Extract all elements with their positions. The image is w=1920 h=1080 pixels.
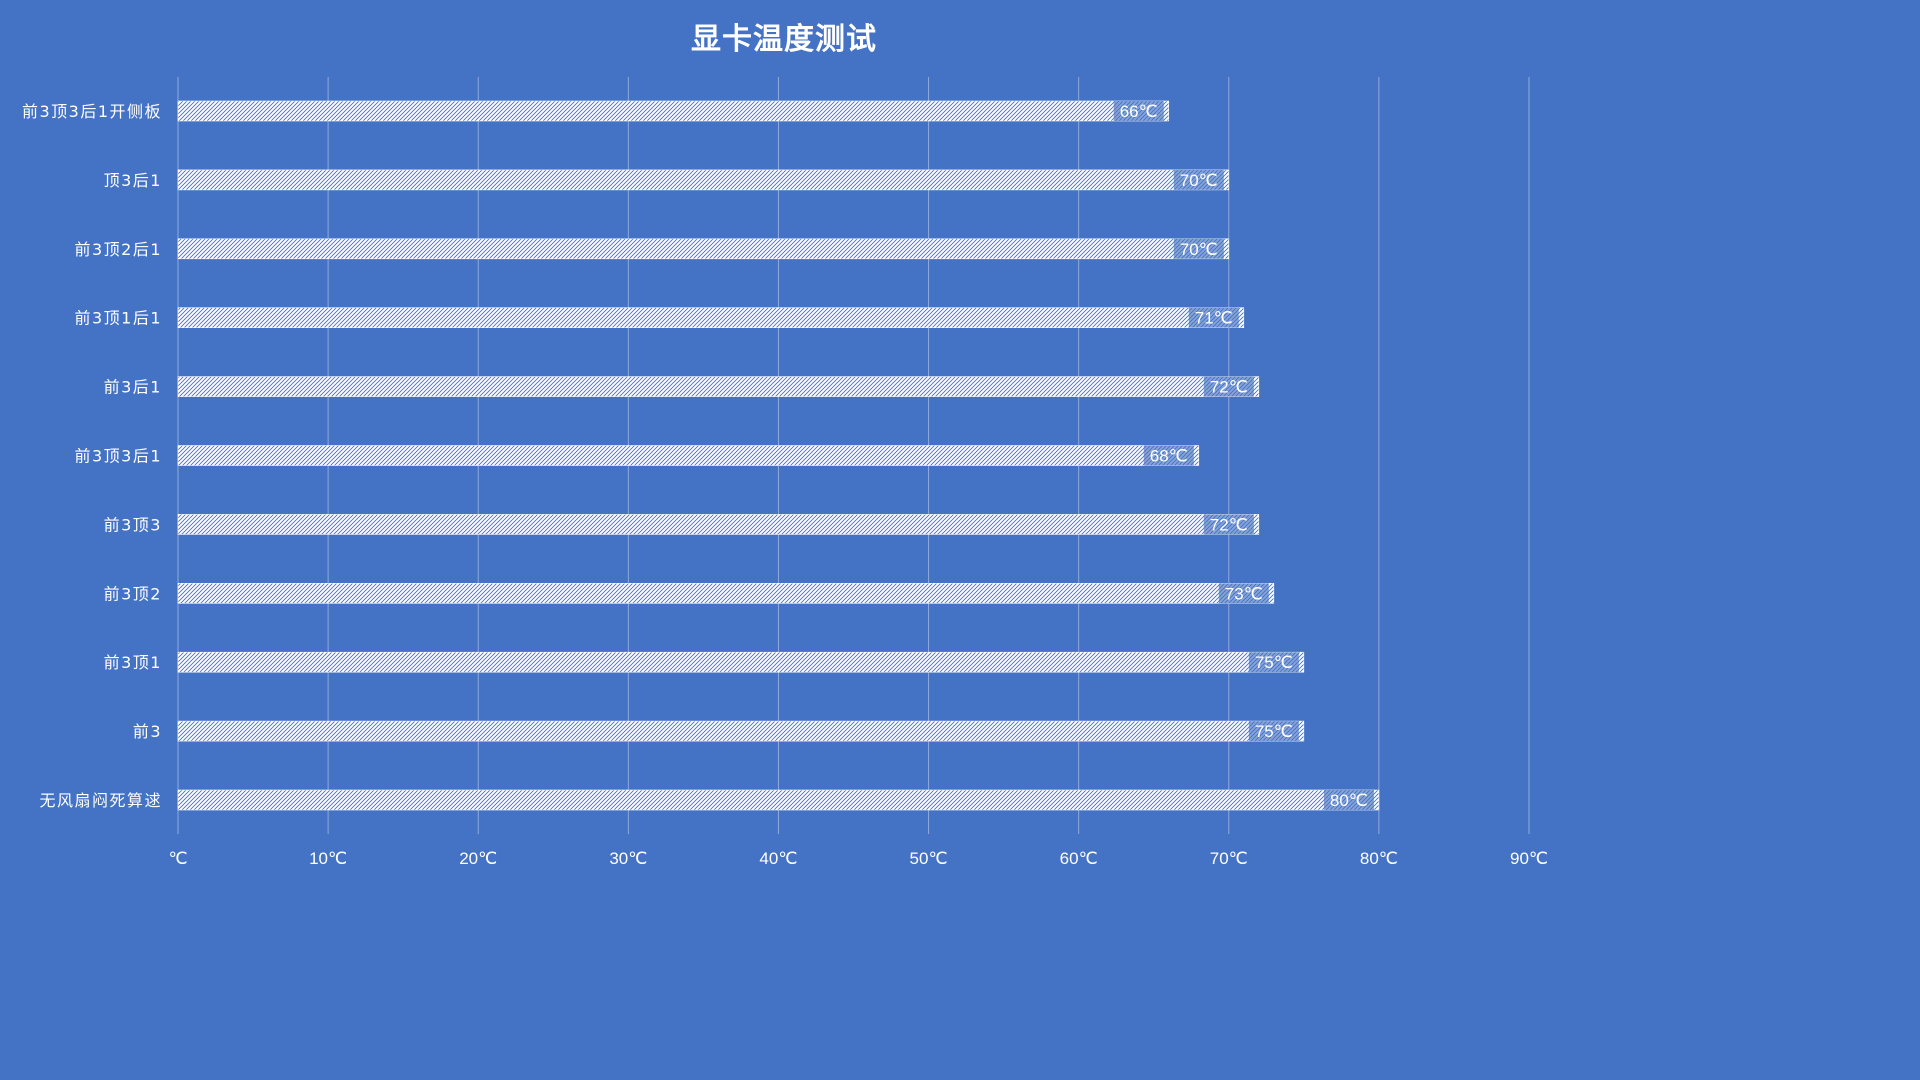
category-label: 前3顶2 — [104, 584, 162, 603]
data-label: 66℃ — [1120, 102, 1158, 121]
data-label-background — [1113, 101, 1164, 121]
data-label-background — [1173, 238, 1224, 259]
category-label: 前3后1 — [104, 378, 162, 397]
data-label: 72℃ — [1210, 515, 1248, 534]
category-label: 无风扇闷死算逑 — [39, 791, 162, 810]
category-label: 前3顶3 — [104, 515, 162, 534]
data-label: 72℃ — [1210, 378, 1248, 397]
category-label: 前3顶1 — [104, 653, 162, 672]
data-label-background — [1188, 307, 1239, 328]
data-label-background — [1248, 721, 1299, 742]
category-label: 前3顶1后1 — [74, 309, 162, 328]
bar — [177, 582, 1275, 604]
data-label: 73℃ — [1225, 584, 1263, 603]
category-label: 前3顶2后1 — [74, 240, 162, 259]
category-label: 顶3后1 — [104, 171, 162, 190]
x-tick-label: 70℃ — [1210, 849, 1248, 868]
data-label-background — [1248, 652, 1299, 673]
data-label: 80℃ — [1330, 791, 1368, 810]
data-label: 75℃ — [1255, 653, 1293, 672]
bar — [177, 720, 1305, 742]
category-label: 前3 — [133, 722, 162, 741]
x-tick-label: 90℃ — [1510, 849, 1548, 868]
x-tick-label: 20℃ — [459, 849, 497, 868]
data-label: 70℃ — [1180, 171, 1218, 190]
data-label-background — [1323, 790, 1374, 810]
bar — [177, 307, 1245, 329]
x-tick-label: 80℃ — [1360, 849, 1398, 868]
x-tick-label: 40℃ — [759, 849, 797, 868]
bar — [177, 789, 1380, 811]
data-label-background — [1173, 169, 1224, 190]
bar — [177, 651, 1305, 673]
bar — [177, 376, 1260, 397]
x-tick-label: ℃ — [168, 849, 187, 868]
data-label-background — [1143, 445, 1194, 466]
x-tick-label: 30℃ — [609, 849, 647, 868]
category-label: 前3顶3后1开侧板 — [22, 102, 162, 121]
data-label-background — [1218, 583, 1269, 604]
chart-title: 显卡温度测试 — [691, 22, 877, 57]
bar-chart-plot: 66℃70℃70℃71℃72℃68℃72℃73℃75℃75℃80℃ 前3顶3后1… — [22, 77, 1548, 868]
bars: 66℃ 70℃ 70℃ 71℃ 72℃ 68℃ 72℃ 73℃ 75℃ 75℃ 80℃ — [177, 100, 1380, 811]
category-label: 前3顶3后1 — [74, 447, 162, 466]
x-tick-label: 10℃ — [309, 849, 347, 868]
bar — [177, 238, 1230, 260]
bar — [177, 169, 1230, 191]
x-tick-label: 50℃ — [910, 849, 948, 868]
data-label-background — [1203, 376, 1254, 397]
x-axis-tick-labels: ℃ 10℃ 20℃ 30℃ 40℃ 50℃ 60℃ 70℃ 80℃ 90℃ — [168, 849, 1548, 868]
chart-container: 显卡温度测试 66℃ 70℃ 70℃ 71℃ 72℃ 68℃ 72℃ 73℃ 75℃ 75℃ 80℃… — [21, 22, 1549, 868]
data-label: 70℃ — [1180, 240, 1218, 259]
data-label: 71℃ — [1195, 309, 1233, 328]
data-label-background — [1203, 514, 1254, 535]
data-label: 75℃ — [1255, 722, 1293, 741]
bar — [177, 514, 1260, 535]
bar — [177, 100, 1170, 122]
bar — [177, 445, 1200, 466]
x-tick-label: 60℃ — [1060, 849, 1098, 868]
data-label: 68℃ — [1150, 447, 1188, 466]
